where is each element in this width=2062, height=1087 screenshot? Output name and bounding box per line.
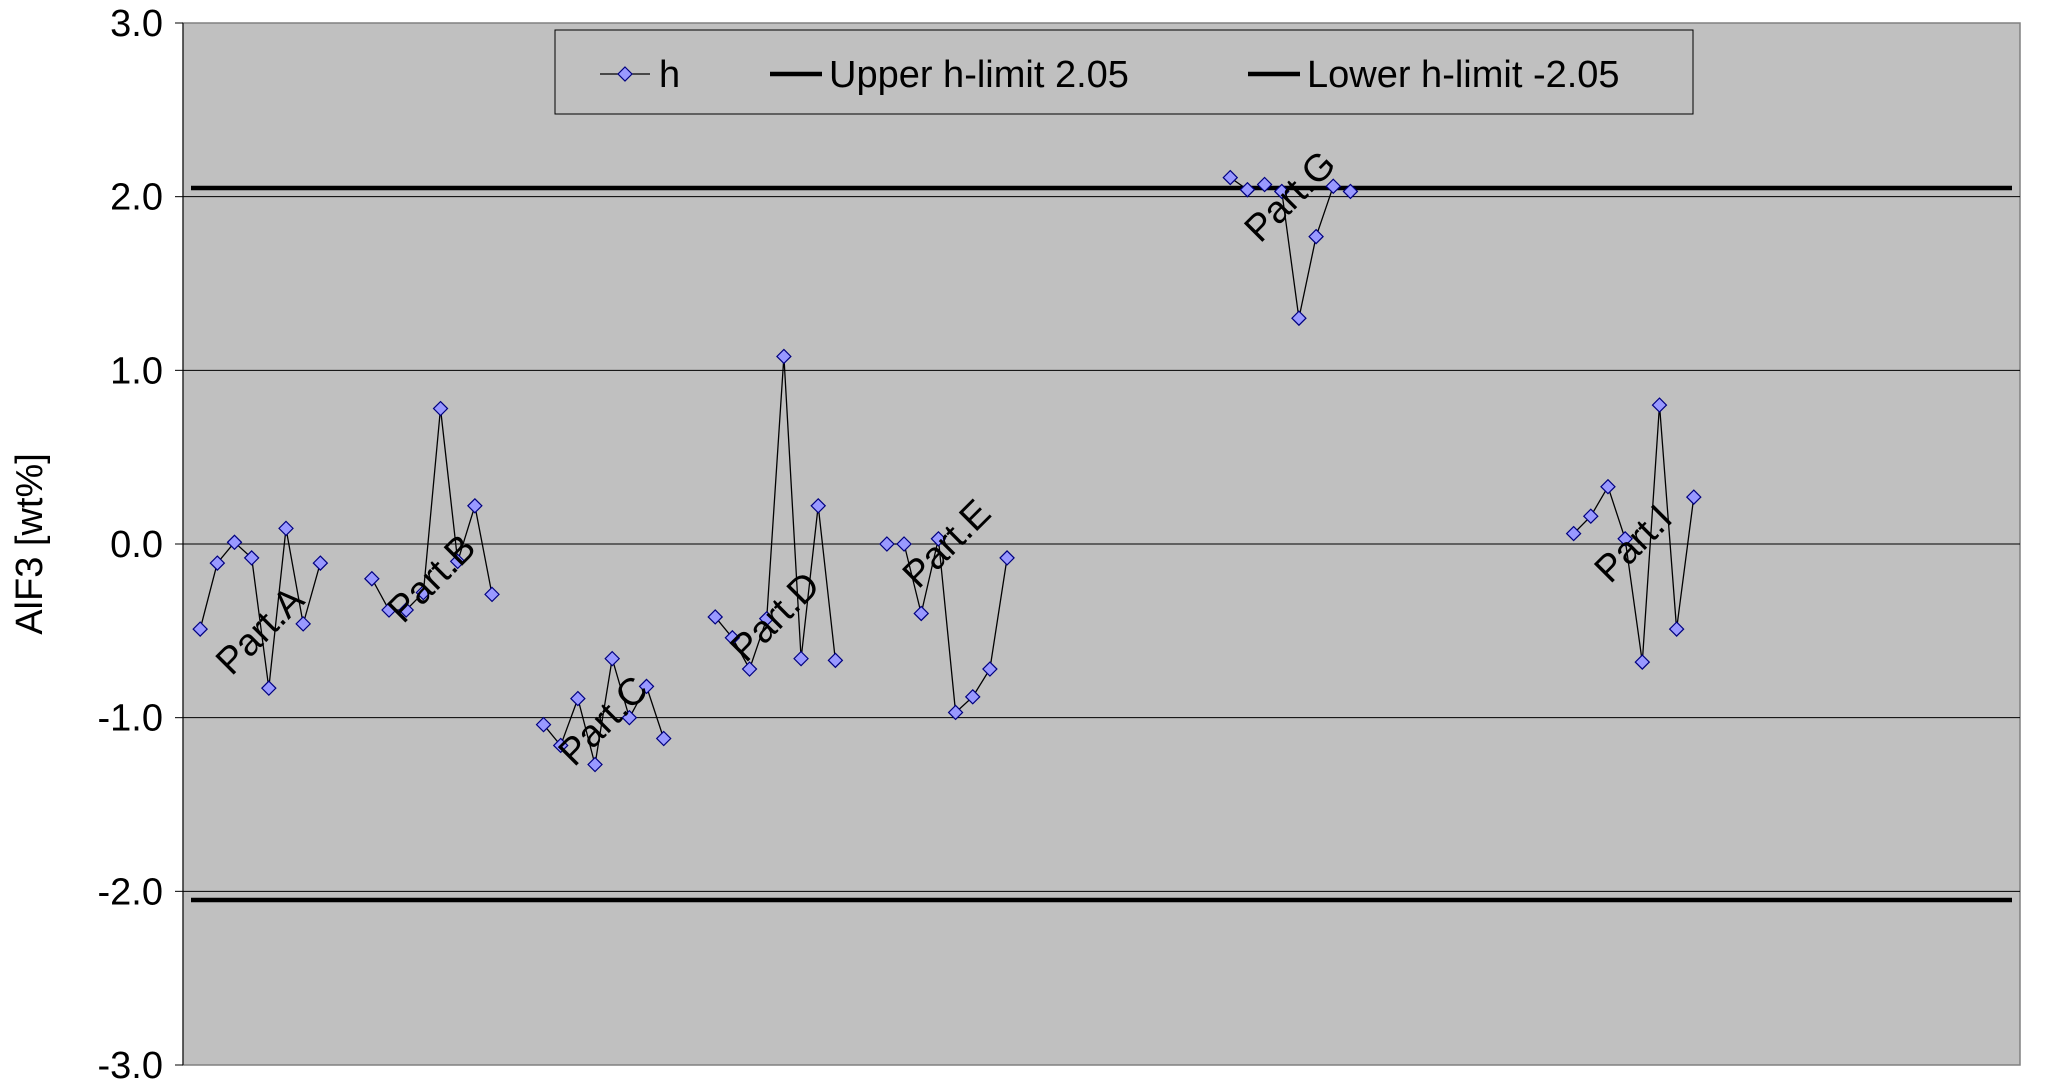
- data-point: [810, 497, 827, 514]
- data-point: [776, 348, 792, 365]
- y-tick-label: 0.0: [110, 524, 163, 566]
- data-point: [1273, 183, 1290, 200]
- data-point: [1565, 525, 1582, 542]
- data-point: [1342, 183, 1359, 200]
- data-point: [1308, 228, 1324, 245]
- y-tick-label: -3.0: [98, 1045, 163, 1087]
- legend: h Upper h-limit 2.05 Lower h-limit -2.05: [554, 29, 1694, 115]
- data-point: [535, 716, 552, 733]
- data-point: [827, 652, 844, 669]
- series-h-line: [714, 356, 837, 671]
- data-point: [724, 629, 741, 646]
- y-axis-ticks: 3.0 2.0 1.0 0.0 -1.0 -2.0 -3.0: [98, 3, 184, 1087]
- data-point: [896, 536, 912, 552]
- data-point: [1668, 621, 1685, 637]
- data-point: [467, 497, 483, 514]
- y-tick-label: -1.0: [98, 698, 163, 740]
- limit-lines: [191, 185, 2012, 903]
- data-point: [1256, 176, 1273, 193]
- data-point: [1651, 397, 1668, 413]
- data-point: [1600, 478, 1616, 495]
- y-tick-label: -2.0: [98, 871, 163, 913]
- legend-box: [554, 29, 1694, 115]
- data-point: [1325, 178, 1342, 195]
- data-point: [638, 678, 655, 695]
- data-point: [209, 555, 226, 571]
- data-point: [1617, 530, 1633, 547]
- data-point: [1582, 508, 1599, 525]
- data-point: [484, 586, 500, 603]
- data-point: [226, 534, 243, 551]
- data-point: [415, 584, 432, 601]
- legend-label-lower: Lower h-limit -2.05: [1307, 54, 1620, 96]
- y-axis-title: AlF3 [wt%]: [9, 453, 51, 635]
- data-point: [1634, 654, 1651, 670]
- data-point: [1239, 181, 1256, 198]
- data-point: [260, 680, 277, 696]
- gridlines: [183, 196, 2020, 892]
- legend-marker-h: [617, 66, 633, 82]
- data-point: [1222, 169, 1239, 186]
- legend-label-h: h: [659, 54, 680, 96]
- data-point: [758, 610, 775, 627]
- data-point: [1291, 310, 1307, 327]
- data-point: [999, 550, 1015, 566]
- data-point: [930, 530, 947, 547]
- data-point: [982, 661, 998, 677]
- data-point: [913, 605, 930, 622]
- data-point: [587, 756, 603, 773]
- series-h: [192, 169, 1702, 773]
- legend-label-upper: Upper h-limit 2.05: [829, 54, 1129, 96]
- y-tick-label: 2.0: [110, 177, 163, 219]
- data-point: [398, 602, 415, 618]
- data-point: [364, 570, 380, 587]
- y-tick-label: 1.0: [110, 350, 163, 392]
- data-point: [604, 650, 621, 667]
- data-point: [879, 536, 895, 552]
- data-point: [552, 737, 569, 754]
- data-point: [655, 730, 672, 747]
- data-point: [278, 520, 294, 537]
- series-h-line: [542, 658, 665, 765]
- data-point: [295, 616, 312, 632]
- data-point: [432, 400, 449, 417]
- data-point: [449, 553, 466, 570]
- data-point: [947, 704, 964, 721]
- data-point: [793, 650, 809, 667]
- y-tick-label: 3.0: [110, 3, 163, 45]
- data-point: [192, 621, 209, 637]
- data-point: [312, 555, 329, 571]
- data-point: [741, 661, 758, 677]
- data-point: [707, 609, 724, 625]
- data-point: [621, 709, 638, 726]
- data-point: [964, 688, 981, 705]
- data-point: [381, 602, 397, 618]
- data-point: [570, 690, 586, 707]
- data-point: [243, 550, 260, 566]
- data-point: [1685, 489, 1702, 505]
